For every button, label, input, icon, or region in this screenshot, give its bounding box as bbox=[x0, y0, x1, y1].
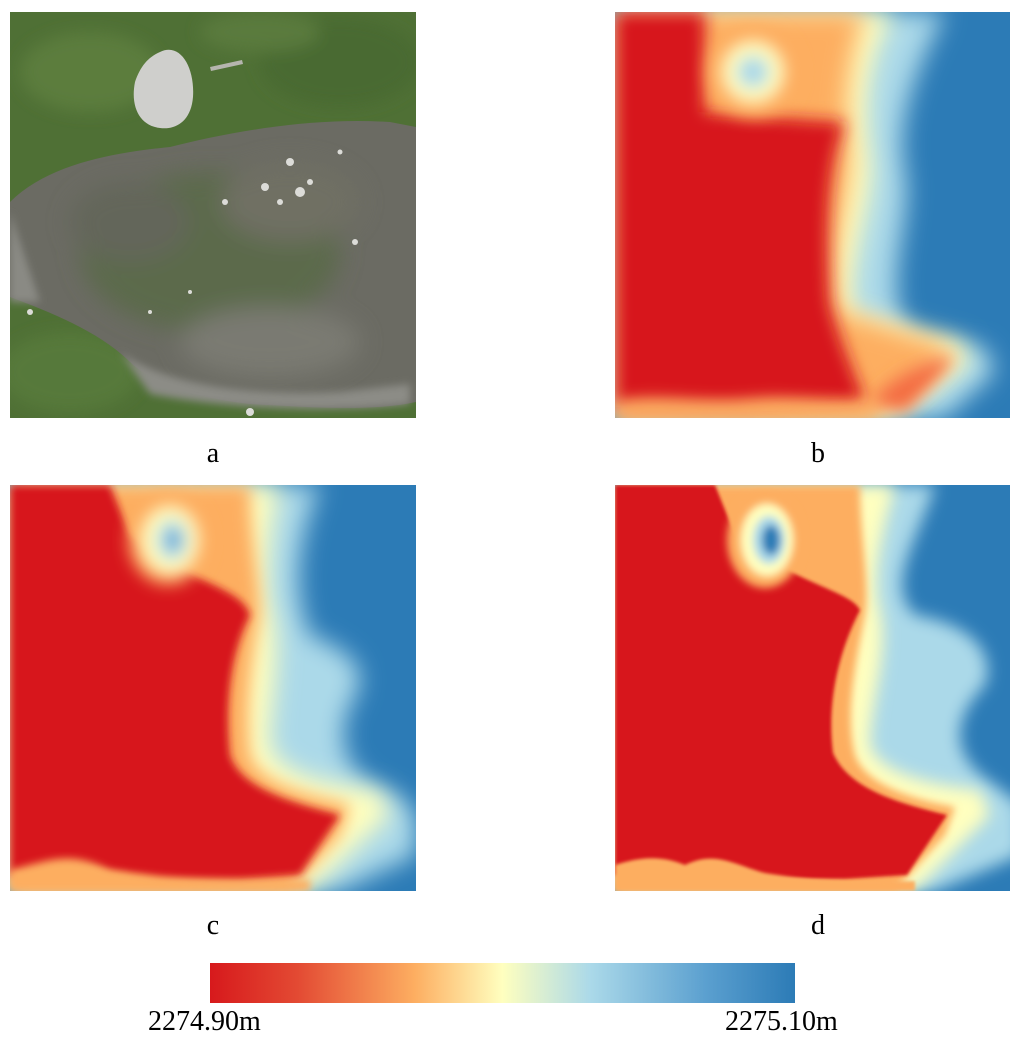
panel-caption-c: c bbox=[206, 910, 220, 941]
colorbar-gradient bbox=[210, 963, 795, 1003]
orthophoto-panel bbox=[10, 12, 416, 418]
elevation-raster bbox=[615, 12, 1010, 418]
colorbar-max-label: 2275.10m bbox=[725, 1006, 838, 1037]
elevation-map-b bbox=[615, 12, 1010, 418]
orthophoto-image bbox=[10, 12, 416, 418]
elevation-map-d bbox=[615, 485, 1010, 891]
panel-caption-b: b bbox=[811, 438, 825, 469]
elevation-raster bbox=[10, 485, 416, 891]
panel-caption-d: d bbox=[811, 910, 825, 941]
elevation-map-c bbox=[10, 485, 416, 891]
colorbar bbox=[210, 963, 795, 1003]
colorbar-min-label: 2274.90m bbox=[148, 1006, 261, 1037]
panel-caption-a: a bbox=[206, 438, 220, 469]
elevation-raster bbox=[615, 485, 1010, 891]
